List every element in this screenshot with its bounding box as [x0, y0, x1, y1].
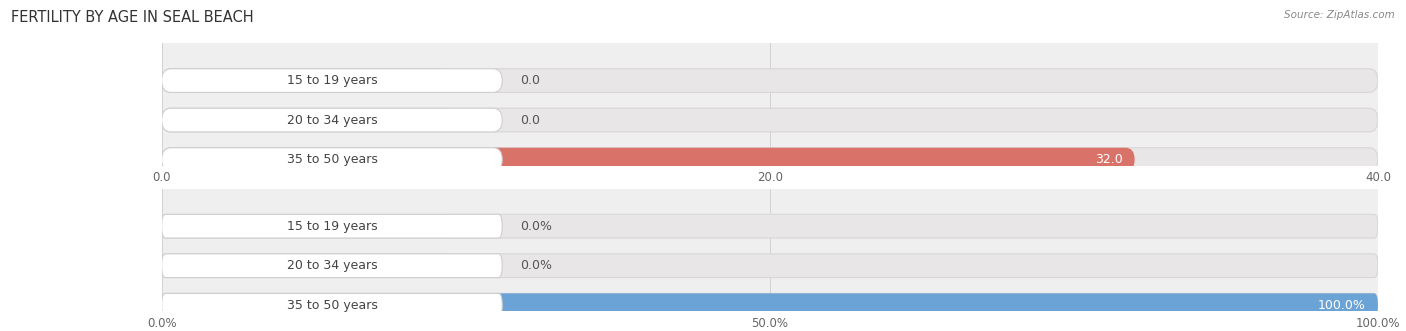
Text: 20 to 34 years: 20 to 34 years	[287, 114, 377, 126]
Text: 32.0: 32.0	[1095, 153, 1122, 166]
FancyBboxPatch shape	[162, 148, 502, 171]
FancyBboxPatch shape	[162, 254, 502, 278]
FancyBboxPatch shape	[162, 214, 1378, 238]
FancyBboxPatch shape	[162, 69, 502, 92]
Text: 0.0: 0.0	[520, 74, 540, 87]
Text: 0.0%: 0.0%	[520, 259, 553, 272]
FancyBboxPatch shape	[162, 148, 1378, 171]
FancyBboxPatch shape	[162, 254, 451, 278]
Text: 100.0%: 100.0%	[1317, 299, 1365, 312]
Text: 20 to 34 years: 20 to 34 years	[287, 259, 377, 272]
Text: 0.0%: 0.0%	[520, 220, 553, 233]
Text: FERTILITY BY AGE IN SEAL BEACH: FERTILITY BY AGE IN SEAL BEACH	[11, 10, 254, 25]
Text: 15 to 19 years: 15 to 19 years	[287, 74, 377, 87]
Text: Source: ZipAtlas.com: Source: ZipAtlas.com	[1284, 10, 1395, 20]
FancyBboxPatch shape	[162, 293, 1378, 317]
FancyBboxPatch shape	[162, 293, 502, 317]
Text: 15 to 19 years: 15 to 19 years	[287, 220, 377, 233]
Text: 35 to 50 years: 35 to 50 years	[287, 299, 377, 312]
FancyBboxPatch shape	[162, 69, 1378, 92]
Text: 35 to 50 years: 35 to 50 years	[287, 153, 377, 166]
FancyBboxPatch shape	[162, 293, 1378, 317]
FancyBboxPatch shape	[162, 148, 1135, 171]
FancyBboxPatch shape	[162, 108, 451, 132]
FancyBboxPatch shape	[162, 108, 1378, 132]
FancyBboxPatch shape	[162, 108, 502, 132]
FancyBboxPatch shape	[162, 214, 451, 238]
FancyBboxPatch shape	[162, 69, 451, 92]
FancyBboxPatch shape	[162, 254, 1378, 278]
Text: 0.0: 0.0	[520, 114, 540, 126]
FancyBboxPatch shape	[162, 214, 502, 238]
